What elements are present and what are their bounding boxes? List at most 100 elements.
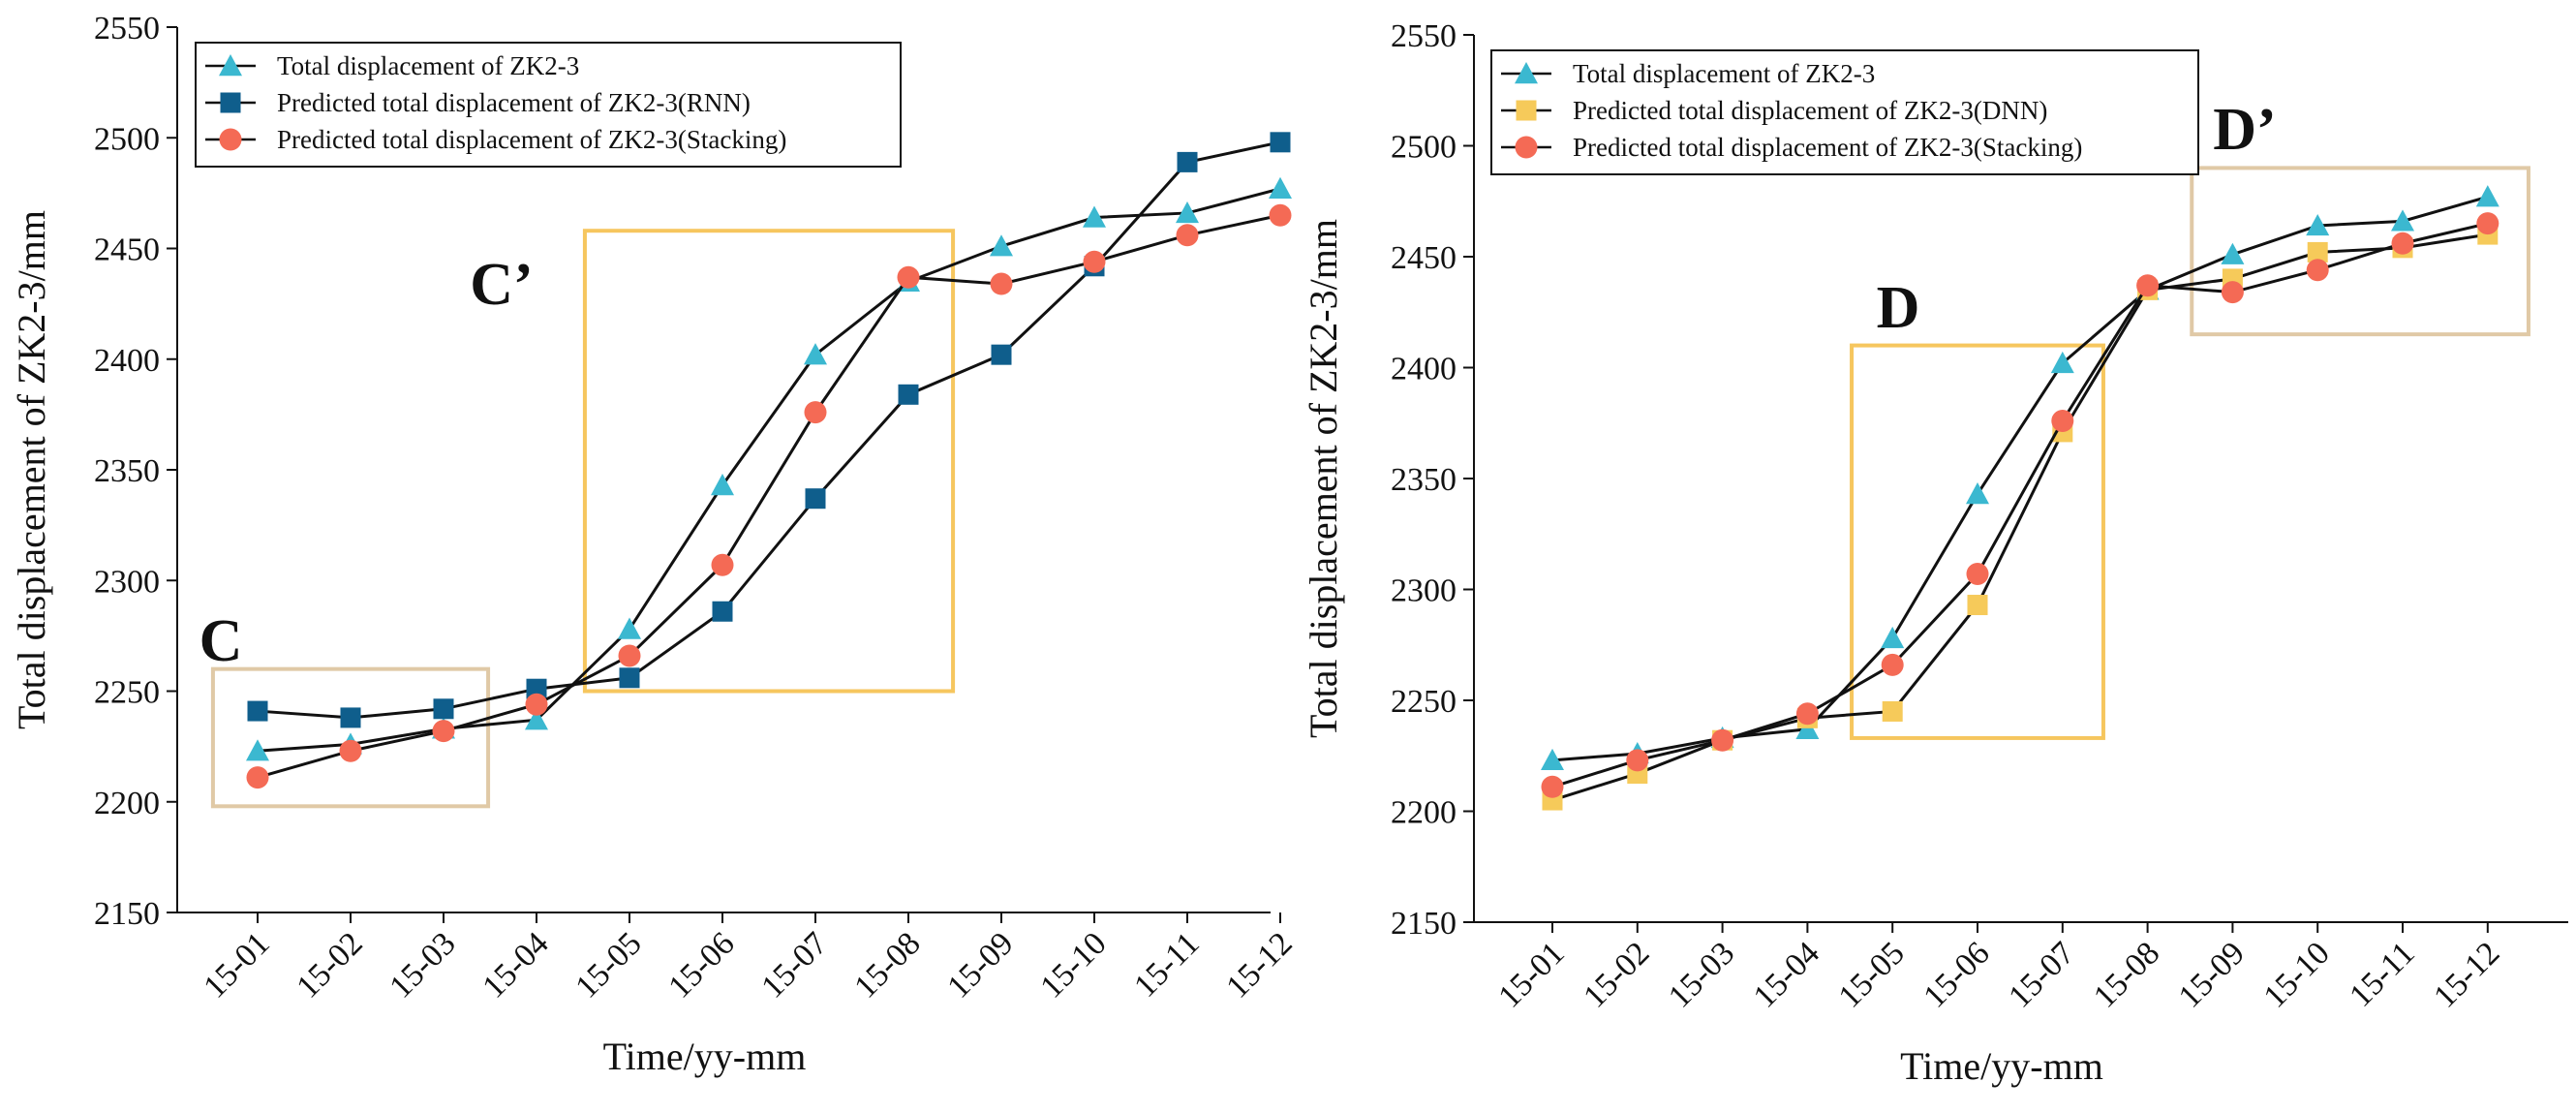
triangle-marker	[2050, 351, 2074, 374]
x-tick-label: 15-04	[1747, 935, 1826, 1014]
y-tick-label: 2500	[94, 121, 160, 157]
y-tick-label: 2450	[94, 232, 160, 268]
circle-marker	[1881, 653, 1904, 676]
triangle-marker	[1881, 626, 1905, 649]
x-tick-label: 15-01	[1491, 935, 1571, 1014]
triangle-marker	[1966, 482, 1989, 505]
y-tick-label: 2150	[94, 896, 160, 932]
legend-entry: Predicted total displacement of ZK2-3(St…	[277, 125, 786, 154]
annotation-label: C	[199, 608, 243, 674]
triangle-marker	[1269, 176, 1292, 200]
annotation-label: C’	[470, 252, 533, 318]
legend-entry: Predicted total displacement of ZK2-3(RN…	[277, 88, 751, 117]
chart-panel-1: 2150 2200 2250 2300 2350 2400 2450 2500 2550 15-0…	[10, 11, 1300, 1078]
triangle-marker	[1083, 205, 1106, 228]
x-tick-label: 15-04	[475, 925, 555, 1005]
series-1	[246, 176, 1292, 761]
x-axis-title: Time/yy-mm	[1900, 1044, 2103, 1088]
square-marker	[1270, 132, 1291, 153]
triangle-marker	[2475, 185, 2499, 207]
circle-marker	[432, 720, 455, 743]
y-tick-label: 2400	[1391, 352, 1457, 387]
y-tick-label: 2250	[94, 675, 160, 711]
legend-square-marker	[1516, 100, 1537, 121]
x-tick-label: 15-12	[1219, 925, 1299, 1005]
legend-triangle-marker	[219, 54, 242, 77]
series-1	[1541, 185, 2499, 771]
triangle-marker	[1795, 717, 1820, 739]
legend-circle-marker	[1515, 136, 1538, 159]
legend: Total displacement of ZK2-3 Predicted tot…	[1490, 49, 2199, 175]
x-axis-title: Time/yy-mm	[603, 1035, 807, 1078]
chart-panel-2: 2150 2200 2250 2300 2350 2400 2450 2500 2550 15-0…	[1302, 18, 2568, 1088]
x-tick-label: 15-02	[290, 925, 369, 1005]
x-tick-label: 15-11	[1127, 925, 1206, 1004]
series-line	[257, 140, 1281, 720]
circle-marker	[1269, 203, 1292, 227]
circle-marker	[1626, 749, 1649, 772]
circle-marker	[711, 553, 734, 576]
legend-entry: Predicted total displacement of ZK2-3(St…	[1573, 133, 2082, 162]
x-tick-label: 15-10	[2257, 935, 2337, 1014]
x-tick-label: 15-08	[847, 925, 927, 1005]
square-marker	[898, 384, 919, 405]
y-axis-title: Total displacement of ZK2-3/mm	[10, 210, 53, 729]
y-tick-label: 2550	[94, 11, 160, 46]
square-marker	[619, 667, 640, 689]
y-tick-label: 2200	[1391, 795, 1457, 831]
legend-entry: Total displacement of ZK2-3	[277, 51, 579, 80]
annotation-box-c-prime	[582, 229, 956, 694]
series-line	[1551, 232, 2489, 802]
legend-entry: Total displacement of ZK2-3	[1573, 59, 1875, 88]
annotation-box-d	[1850, 343, 2105, 740]
annotation-box-d-prime	[2190, 166, 2530, 337]
series-2	[1542, 224, 2499, 811]
triangle-marker	[2221, 242, 2245, 264]
triangle-marker	[525, 708, 548, 730]
circle-marker	[1083, 250, 1106, 273]
legend-box	[1490, 49, 2199, 175]
x-tick-label: 15-09	[940, 925, 1020, 1005]
square-marker	[1882, 700, 1903, 722]
circle-marker	[339, 739, 362, 762]
circle-marker	[1795, 702, 1819, 726]
circle-marker	[618, 644, 641, 667]
triangle-marker	[711, 473, 734, 496]
legend-triangle-marker	[1515, 62, 1538, 84]
x-tick-label: 15-12	[2427, 935, 2506, 1014]
series-line	[257, 187, 1281, 753]
x-tick-label: 15-11	[2343, 935, 2421, 1013]
triangle-marker	[618, 617, 641, 639]
x-tick-label: 15-09	[2172, 935, 2252, 1014]
legend-entry: Predicted total displacement of ZK2-3(DN…	[1573, 96, 2047, 125]
triangle-marker	[1176, 201, 1199, 224]
circle-marker	[1176, 224, 1199, 247]
circle-marker	[246, 766, 269, 789]
x-tick-label: 15-10	[1033, 925, 1113, 1005]
x-tick-label: 15-03	[383, 925, 462, 1005]
y-tick-label: 2550	[1391, 18, 1457, 54]
annotation-label: D	[1877, 275, 1920, 341]
square-marker	[712, 601, 733, 622]
y-tick-label: 2300	[94, 564, 160, 600]
legend-square-marker	[220, 92, 241, 113]
square-marker	[1177, 151, 1198, 172]
y-tick-label: 2300	[1391, 573, 1457, 609]
square-marker	[805, 488, 826, 510]
circle-marker	[2051, 409, 2074, 432]
x-tick-label: 15-05	[568, 925, 648, 1005]
circle-marker	[990, 272, 1013, 295]
circle-marker	[2476, 212, 2499, 235]
circle-marker	[2136, 274, 2160, 297]
triangle-marker	[2391, 209, 2414, 232]
series-line	[1551, 195, 2489, 762]
x-tick-label: 15-08	[2087, 935, 2166, 1014]
x-tick-label: 15-06	[1917, 935, 1996, 1014]
circle-marker	[525, 693, 548, 716]
y-tick-label: 2250	[1391, 684, 1457, 720]
annotation-box-c	[210, 666, 491, 809]
triangle-marker	[990, 234, 1013, 257]
square-marker	[2307, 241, 2328, 263]
x-tick-label: 15-06	[661, 925, 741, 1005]
